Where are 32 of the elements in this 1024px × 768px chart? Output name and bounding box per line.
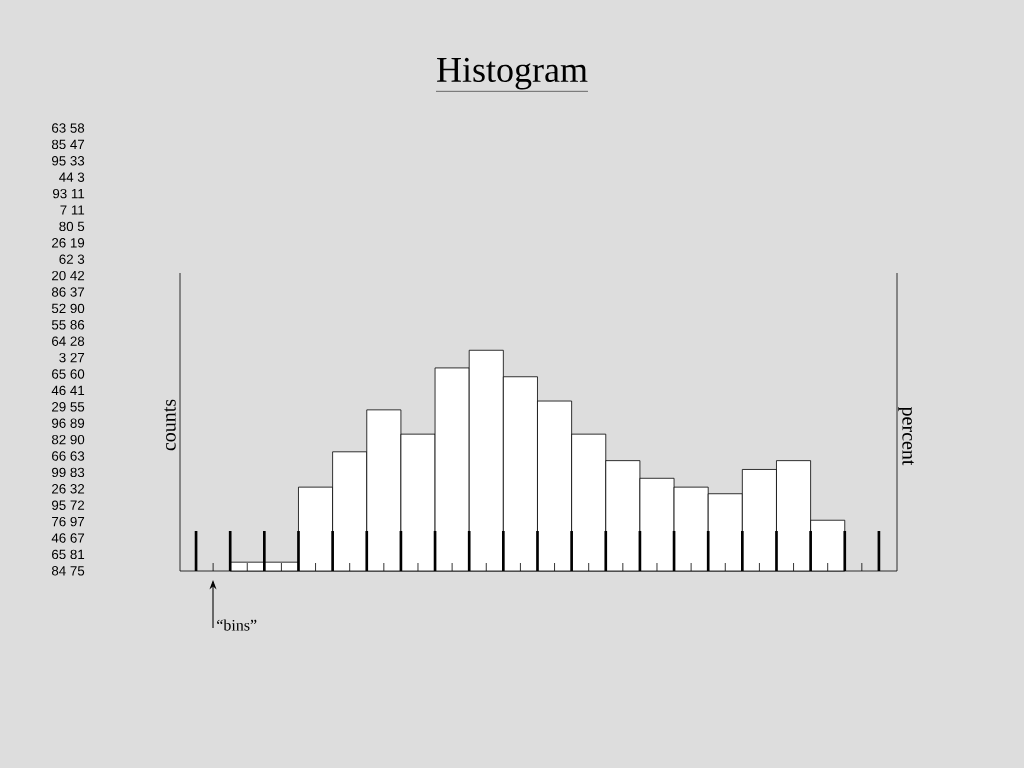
text: 26 32 bbox=[52, 484, 85, 494]
text: 55 86 bbox=[51, 320, 85, 330]
text: 3 27 bbox=[59, 352, 85, 363]
text: 82 90 bbox=[51, 434, 85, 445]
text: 86 37 bbox=[51, 287, 85, 297]
text: 96 89 bbox=[52, 418, 85, 428]
text: 26 19 bbox=[52, 238, 85, 248]
text: 65 81 bbox=[52, 549, 85, 560]
text: 46 41 bbox=[51, 385, 85, 396]
text: 44 3 bbox=[59, 172, 85, 182]
text: 99 83 bbox=[52, 467, 85, 478]
text: 65 60 bbox=[52, 369, 85, 379]
text: 95 72 bbox=[52, 500, 85, 510]
text: 84 75 bbox=[51, 566, 85, 576]
text: 7 11 bbox=[60, 205, 85, 215]
text: 52 90 bbox=[51, 303, 85, 314]
text: 80 5 bbox=[59, 221, 85, 232]
text: 93 11 bbox=[52, 188, 85, 199]
text: 66 63 bbox=[52, 451, 85, 461]
text: 46 67 bbox=[51, 533, 85, 543]
text: 62 3 bbox=[59, 254, 85, 264]
text: “bins” bbox=[217, 619, 257, 631]
y-axis-title: counts bbox=[164, 399, 176, 451]
text: 85 47 bbox=[51, 139, 85, 150]
chart-title: Histogram bbox=[437, 57, 588, 90]
text: 63 58 bbox=[52, 123, 85, 133]
text: 76 97 bbox=[52, 516, 85, 527]
text: 20 42 bbox=[52, 270, 85, 281]
y2-axis-title: percent bbox=[898, 406, 914, 466]
text: 95 33 bbox=[52, 156, 85, 166]
text: 29 55 bbox=[52, 402, 85, 412]
text: 64 28 bbox=[52, 336, 85, 346]
